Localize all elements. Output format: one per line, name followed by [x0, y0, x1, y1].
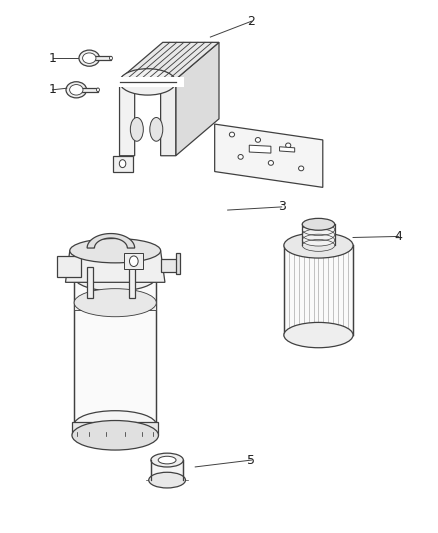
Bar — [129, 266, 134, 298]
Ellipse shape — [120, 69, 176, 95]
Text: 5: 5 — [247, 454, 255, 466]
Bar — [95, 56, 111, 60]
Ellipse shape — [151, 453, 184, 467]
Ellipse shape — [255, 138, 261, 142]
Ellipse shape — [131, 117, 143, 141]
Ellipse shape — [83, 53, 96, 63]
Polygon shape — [120, 42, 219, 79]
Text: 1: 1 — [49, 52, 57, 64]
Ellipse shape — [74, 289, 156, 317]
Text: 1: 1 — [49, 83, 57, 96]
Bar — [72, 422, 159, 435]
Polygon shape — [279, 147, 295, 152]
Ellipse shape — [72, 421, 159, 450]
Polygon shape — [176, 253, 180, 274]
Ellipse shape — [268, 160, 273, 165]
Ellipse shape — [150, 117, 163, 141]
Ellipse shape — [302, 219, 335, 230]
Ellipse shape — [70, 238, 161, 263]
Text: 3: 3 — [278, 200, 286, 213]
Bar — [284, 245, 353, 335]
Ellipse shape — [74, 411, 156, 439]
Polygon shape — [87, 233, 134, 248]
Polygon shape — [215, 124, 323, 188]
Text: 4: 4 — [395, 230, 403, 243]
Polygon shape — [66, 251, 165, 282]
Polygon shape — [113, 156, 133, 172]
Ellipse shape — [110, 56, 113, 60]
Polygon shape — [249, 145, 271, 153]
Bar — [74, 303, 156, 310]
Bar — [74, 277, 156, 425]
Ellipse shape — [130, 256, 138, 266]
Ellipse shape — [119, 160, 126, 167]
Bar — [115, 77, 184, 87]
Text: 2: 2 — [247, 15, 255, 28]
Ellipse shape — [70, 85, 83, 95]
Ellipse shape — [284, 233, 353, 258]
Polygon shape — [161, 79, 176, 156]
Ellipse shape — [96, 88, 99, 92]
Polygon shape — [124, 253, 143, 269]
Polygon shape — [57, 256, 81, 277]
Ellipse shape — [74, 263, 156, 291]
Ellipse shape — [79, 50, 99, 66]
Ellipse shape — [299, 166, 304, 171]
Bar — [161, 259, 178, 272]
Ellipse shape — [238, 155, 243, 159]
Bar — [81, 87, 98, 92]
Bar — [302, 224, 335, 245]
Polygon shape — [120, 79, 134, 156]
Bar — [87, 266, 93, 298]
Ellipse shape — [66, 82, 87, 98]
Ellipse shape — [158, 456, 176, 464]
Ellipse shape — [149, 472, 185, 488]
Ellipse shape — [286, 143, 291, 148]
Polygon shape — [176, 42, 219, 156]
Bar — [151, 460, 184, 480]
Ellipse shape — [284, 322, 353, 348]
Ellipse shape — [230, 132, 235, 137]
